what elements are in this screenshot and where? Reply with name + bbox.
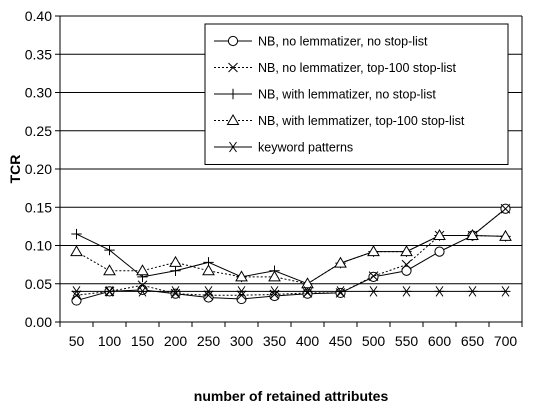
- legend: NB, no lemmatizer, no stop-list NB, no le…: [204, 23, 509, 165]
- data-point: [169, 255, 182, 267]
- data-point: [202, 264, 215, 276]
- data-point: [401, 286, 412, 297]
- data-point: [136, 264, 149, 276]
- x-tick-label: 50: [69, 333, 85, 349]
- x-tick-label: 100: [98, 333, 122, 349]
- y-tick-label: 0.40: [25, 8, 52, 24]
- data-point: [368, 286, 379, 297]
- data-point: [367, 245, 380, 257]
- data-point: [269, 286, 280, 297]
- data-point: [71, 295, 82, 306]
- y-tick-labels: 0.00 0.05 0.10 0.15 0.20 0.25 0.30 0.35 0.40: [25, 8, 52, 330]
- x-tick-label: 200: [164, 333, 188, 349]
- data-point: [434, 286, 445, 297]
- data-point: [401, 265, 412, 276]
- legend-marker: [226, 114, 240, 125]
- data-point: [368, 271, 379, 282]
- y-tick-label: 0.00: [25, 314, 52, 330]
- x-tick-label: 350: [263, 333, 287, 349]
- data-point: [301, 277, 314, 289]
- data-point: [104, 244, 115, 256]
- x-tick-label: 150: [131, 333, 155, 349]
- y-tick-label: 0.30: [25, 85, 52, 101]
- data-point: [104, 286, 115, 297]
- data-point: [467, 286, 478, 297]
- data-point: [302, 286, 313, 297]
- data-point: [401, 259, 412, 270]
- x-tick-label: 550: [395, 333, 419, 349]
- data-point: [335, 286, 346, 297]
- legend-label: keyword patterns: [258, 141, 353, 155]
- series-line: [76, 208, 506, 302]
- data-point: [334, 256, 347, 268]
- data-point: [70, 245, 83, 257]
- x-tick-label: 400: [296, 333, 320, 349]
- data-point: [170, 265, 181, 276]
- y-tick-label: 0.20: [25, 161, 52, 177]
- data-point: [137, 280, 148, 291]
- data-point: [268, 270, 281, 282]
- x-tick-label: 450: [329, 333, 353, 349]
- data-point: [71, 290, 82, 301]
- data-point: [368, 271, 379, 281]
- data-point: [434, 246, 445, 257]
- x-tick-label: 650: [461, 333, 485, 349]
- series-4: [70, 229, 512, 289]
- data-point: [203, 286, 214, 297]
- data-point: [236, 286, 247, 297]
- data-point: [466, 229, 479, 241]
- legend-label: NB, with lemmatizer, no stop-list: [258, 88, 436, 102]
- legend-label: NB, no lemmatizer, top-100 stop-list: [258, 61, 457, 75]
- legend-marker: [228, 141, 238, 153]
- data-point: [203, 292, 214, 303]
- axes: [55, 15, 523, 327]
- x-tick-label: 300: [230, 333, 254, 349]
- data-point: [170, 288, 181, 299]
- legend-box: [204, 23, 509, 165]
- y-tick-label: 0.05: [25, 276, 52, 292]
- y-axis-title: TCR: [7, 155, 23, 184]
- data-point: [236, 290, 247, 301]
- data-point: [236, 293, 247, 305]
- x-tick-label: 600: [428, 333, 452, 349]
- series-line: [76, 235, 506, 285]
- data-point: [71, 286, 82, 297]
- data-point: [500, 286, 511, 297]
- data-point: [170, 286, 181, 297]
- series-line: [76, 208, 506, 296]
- series-5: [71, 286, 511, 297]
- data-point: [433, 229, 446, 241]
- y-tick-label: 0.15: [25, 199, 52, 215]
- data-point: [400, 245, 413, 257]
- data-point: [302, 288, 313, 299]
- y-tick-label: 0.10: [25, 238, 52, 254]
- x-axis-title: number of retained attributes: [194, 388, 389, 404]
- data-point: [499, 229, 512, 241]
- x-tick-label: 250: [197, 333, 221, 349]
- data-point: [71, 228, 82, 240]
- legend-marker: [227, 35, 239, 47]
- x-tick-label: 500: [362, 333, 386, 349]
- legend-marker: [227, 88, 239, 100]
- x-tick-label: 700: [494, 333, 518, 349]
- data-point: [103, 264, 116, 276]
- legend-label: NB, no lemmatizer, no stop-list: [258, 35, 428, 49]
- x-tick-labels: 50 100 150 200 250 300 350 400 450 500 550 600 650 70…: [69, 333, 518, 349]
- data-point: [137, 286, 148, 297]
- data-point: [235, 270, 248, 282]
- data-point: [500, 203, 511, 214]
- y-tick-label: 0.35: [25, 46, 52, 62]
- legend-label: NB, with lemmatizer, top-100 stop-list: [258, 114, 465, 128]
- data-series: [70, 203, 512, 306]
- legend-marker: [228, 62, 238, 73]
- data-point: [203, 290, 214, 301]
- y-tick-label: 0.25: [25, 123, 52, 139]
